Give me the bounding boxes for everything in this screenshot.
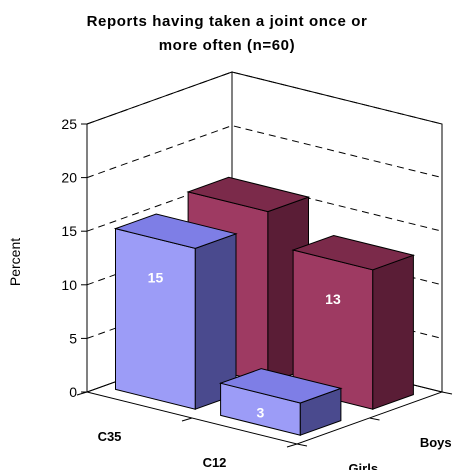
bar-side-face (372, 254, 414, 410)
chart-title: Reports having taken a joint once or mor… (0, 10, 454, 58)
bar-front-face (115, 227, 196, 410)
category-label: C35 (98, 429, 122, 444)
bar-girls-c35: 15 (113, 213, 238, 410)
x-tick-mark (181, 417, 193, 422)
y-tick-label: 5 (69, 330, 77, 346)
y-tick-label: 20 (61, 170, 77, 186)
bar-girls-c12: 3 (218, 368, 343, 436)
y-tick-label: 25 (61, 116, 77, 132)
series-label: Boys (420, 435, 452, 450)
x-tick-mark (76, 391, 88, 396)
data-label: 15 (148, 269, 164, 285)
bar-top-face (291, 234, 416, 271)
gridline (86, 125, 443, 179)
depth-tick-mark (296, 443, 308, 447)
series-label: Girls (348, 461, 378, 470)
y-axis-label: Percent (7, 238, 23, 286)
gridline (86, 71, 443, 125)
y-tick-label: 10 (61, 277, 77, 293)
data-label: 3 (257, 404, 265, 420)
x-tick-mark (286, 443, 298, 448)
bar-top-face (186, 176, 311, 213)
data-label: 13 (325, 291, 341, 307)
gridline (86, 178, 443, 232)
depth-tick-mark (441, 391, 453, 395)
chart-title-line-1: Reports having taken a joint once or (86, 13, 368, 30)
y-tick-label: 0 (69, 384, 77, 400)
bar-boys-c12: 13 (291, 234, 416, 410)
depth-tick-mark (369, 417, 380, 421)
bar-top-face (113, 213, 238, 249)
bar-top-face (218, 368, 343, 404)
category-label: C12 (203, 455, 227, 470)
chart-title-line-2: more often (n=60) (158, 37, 296, 54)
y-tick-label: 15 (61, 223, 77, 239)
